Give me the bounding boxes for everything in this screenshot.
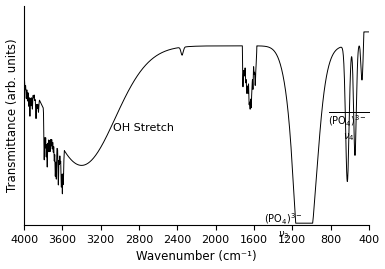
Y-axis label: Transmittance (arb. units): Transmittance (arb. units)	[5, 38, 18, 192]
Text: $\overline{(\mathregular{PO_4})^{3-}}$
$\nu_4$: $\overline{(\mathregular{PO_4})^{3-}}$ $…	[328, 111, 369, 143]
Text: $(\mathregular{PO_4})^{3-}$
$\nu_3$: $(\mathregular{PO_4})^{3-}$ $\nu_3$	[264, 212, 303, 241]
X-axis label: Wavenumber (cm⁻¹): Wavenumber (cm⁻¹)	[136, 250, 257, 263]
Text: OH Stretch: OH Stretch	[113, 123, 174, 133]
